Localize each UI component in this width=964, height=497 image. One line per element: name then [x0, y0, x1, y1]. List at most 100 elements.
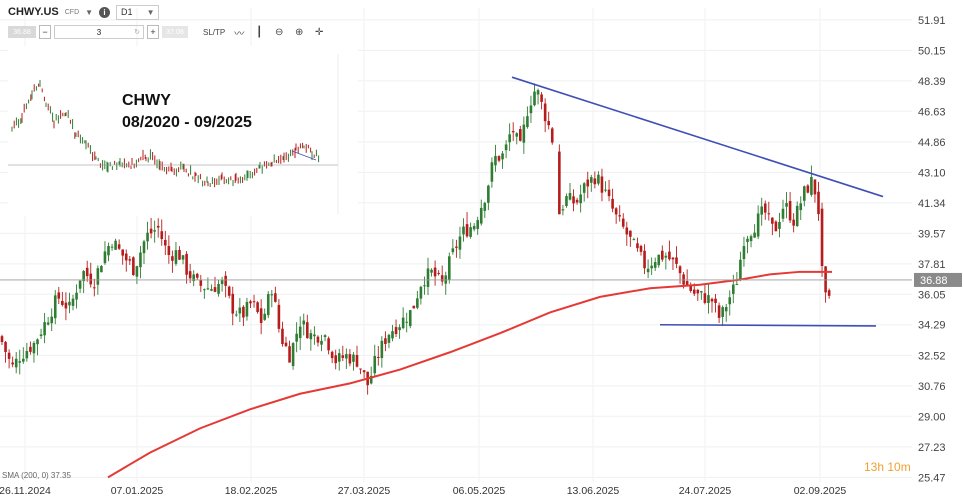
zoom-in-icon[interactable]: ⊕: [295, 26, 304, 38]
candle-body: [511, 131, 515, 133]
candle-body: [692, 289, 696, 294]
sma-200-line: [107, 270, 832, 479]
candle-body: [732, 284, 735, 294]
x-tick-label: 27.03.2025: [338, 485, 391, 497]
candle-body: [543, 103, 547, 122]
y-tick-label: 25.47: [918, 472, 946, 484]
candle-body: [39, 334, 43, 337]
candle-body: [139, 252, 142, 268]
candle-body: [384, 338, 387, 344]
zoom-out-icon[interactable]: ⊖: [275, 26, 284, 38]
sltp-button[interactable]: SL/TP: [203, 27, 226, 37]
candle-body: [124, 253, 128, 261]
candle-body: [298, 326, 302, 339]
candle-body: [53, 295, 57, 319]
candle-body: [89, 273, 93, 285]
candle-body: [29, 346, 32, 352]
candle-chart-icon[interactable]: ┃: [256, 26, 263, 38]
candle-body: [0, 336, 4, 343]
candle-body: [387, 334, 391, 343]
candle-body: [717, 305, 721, 318]
line-chart-icon[interactable]: 〰: [234, 28, 245, 40]
candle-body: [487, 185, 490, 203]
candle-body: [515, 133, 519, 137]
candle-body: [146, 232, 149, 242]
candle-body: [238, 307, 242, 314]
upper-trendline[interactable]: [511, 76, 884, 198]
candle-body: [149, 228, 153, 234]
candle-body: [756, 213, 760, 237]
indicator-label[interactable]: SMA (200, 0) 37.35: [2, 471, 71, 480]
candle-body: [266, 294, 270, 316]
candle-body: [93, 287, 96, 289]
candle-body: [700, 291, 703, 293]
candle-body: [682, 274, 685, 285]
candle-body: [781, 208, 785, 219]
info-icon[interactable]: i: [99, 6, 111, 18]
timeframe-select[interactable]: D1 ▼: [116, 4, 160, 20]
candle-body: [639, 245, 643, 252]
crosshair-icon[interactable]: ✛: [315, 26, 324, 38]
candle-body: [43, 322, 46, 336]
candle-body: [231, 293, 235, 314]
candle-body: [508, 134, 511, 143]
symbol-dropdown-icon[interactable]: ▼: [85, 7, 94, 17]
candle-body: [827, 290, 831, 296]
candle-body: [96, 268, 100, 285]
candle-body: [85, 267, 89, 277]
quantity-value: 3: [96, 27, 102, 37]
candle-countdown: 13h 10m: [864, 460, 911, 474]
candle-body: [739, 259, 742, 281]
candle-body: [625, 227, 629, 235]
candle-body: [100, 266, 103, 273]
candle-body: [653, 262, 657, 268]
candle-body: [50, 316, 53, 324]
candle-body: [160, 231, 164, 240]
candle-body: [568, 193, 572, 200]
y-tick-label: 48.39: [918, 76, 946, 88]
symbol-label[interactable]: CHWY.US: [8, 6, 59, 18]
candle-body: [249, 301, 252, 304]
candle-body: [330, 351, 334, 359]
candle-body: [373, 355, 377, 374]
refresh-icon[interactable]: ↻: [134, 29, 140, 36]
x-tick-label: 18.02.2025: [225, 485, 278, 497]
lower-trendline[interactable]: [659, 323, 877, 327]
candle-body: [82, 271, 85, 282]
candle-body: [256, 302, 259, 312]
candle-body: [174, 250, 178, 264]
candle-body: [795, 205, 799, 226]
quantity-input[interactable]: 3 ↻: [54, 25, 144, 39]
candle-body: [220, 279, 224, 285]
buy-button[interactable]: 37.08: [162, 26, 188, 38]
quantity-increase-button[interactable]: +: [147, 25, 159, 39]
candle-body: [25, 351, 29, 359]
candle-body: [423, 285, 426, 287]
y-tick-label: 37.81: [918, 259, 946, 271]
candle-body: [309, 333, 313, 340]
candle-body: [685, 281, 689, 286]
candle-body: [32, 342, 36, 354]
candle-body: [153, 230, 156, 232]
candle-body: [778, 221, 781, 229]
quantity-decrease-button[interactable]: −: [39, 25, 51, 39]
candle-body: [611, 198, 614, 209]
candle-body: [277, 304, 281, 329]
sell-button[interactable]: 36.88: [8, 26, 36, 38]
candle-body: [217, 283, 220, 294]
last-price-tag: 36.88: [914, 272, 962, 287]
y-tick-label: 34.29: [918, 320, 946, 332]
candle-body: [391, 331, 394, 339]
candle-body: [18, 361, 22, 363]
candle-body: [760, 206, 763, 215]
candle-body: [661, 250, 664, 260]
candle-body: [448, 256, 451, 280]
candle-body: [813, 179, 817, 195]
candle-body: [806, 185, 810, 193]
candle-body: [426, 268, 430, 287]
candle-body: [203, 289, 206, 291]
candle-body: [526, 116, 529, 128]
candle-body: [263, 313, 266, 320]
candle-body: [696, 289, 700, 294]
candle-body: [245, 301, 249, 317]
